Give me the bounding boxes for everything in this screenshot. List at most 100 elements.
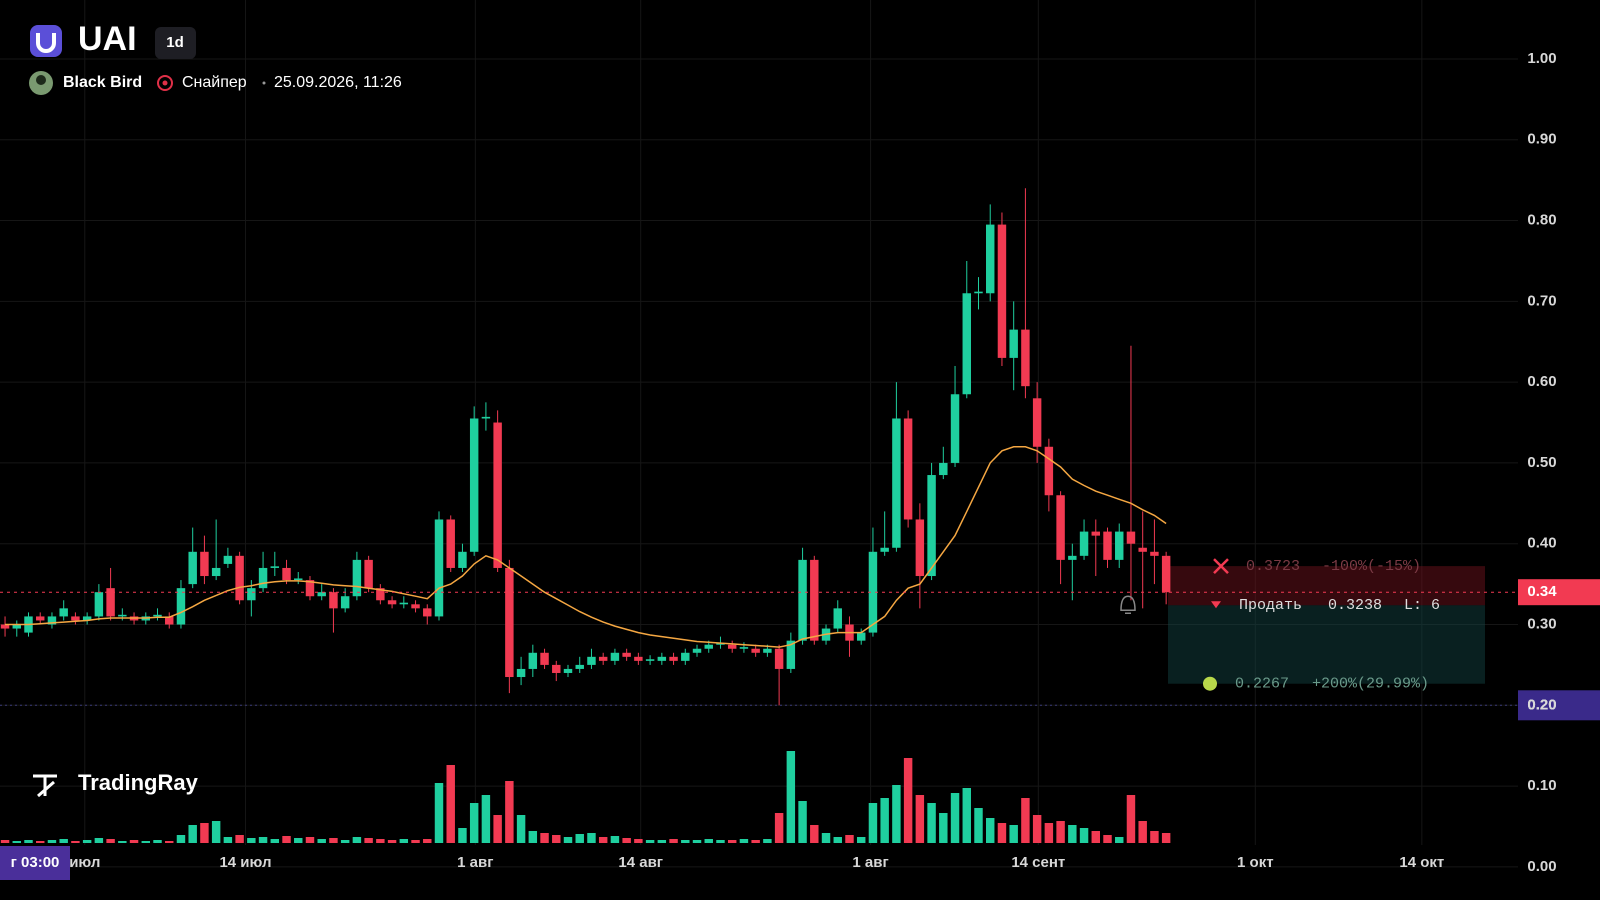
volume-bar (1115, 837, 1124, 843)
moving-average (5, 446, 1167, 648)
y-tick-label: 0.90 (1527, 131, 1556, 148)
volume-bar (845, 835, 854, 843)
brand: TradingRay (78, 770, 199, 795)
target-change: +200%(29.99%) (1312, 676, 1429, 693)
volume-bar (247, 838, 256, 843)
volume-bar (1079, 828, 1089, 843)
volume-bar (493, 815, 502, 843)
volume-bar (657, 840, 667, 843)
stop-price: 0.3723 (1246, 558, 1300, 575)
volume-bar (153, 840, 162, 843)
candle-body (540, 652, 549, 665)
candle-body (106, 588, 115, 617)
candle-body (317, 592, 326, 597)
candle-body (880, 547, 889, 552)
x-tick-label: 14 сент (1011, 854, 1065, 871)
y-tick-label: 0.40 (1527, 535, 1556, 552)
candle-body (1150, 551, 1159, 556)
volume-bar (856, 837, 866, 843)
volume-bar (399, 839, 409, 843)
candle-body (305, 580, 315, 597)
candle-body (962, 293, 971, 395)
volume-bar (927, 803, 936, 843)
volume-bar (188, 825, 197, 843)
candle-body (1103, 531, 1112, 560)
last-price-box (1518, 579, 1600, 606)
volume-bar (950, 793, 960, 843)
last-price-label: 0.34 (1527, 583, 1557, 600)
candle-body (1091, 531, 1101, 536)
candle-body (997, 224, 1007, 358)
candle-body (270, 566, 280, 568)
candle-body (364, 559, 373, 589)
volume-bar (622, 838, 631, 843)
strategy-icon-dot (162, 80, 168, 86)
volume-bar (669, 839, 678, 843)
candle-body (36, 616, 45, 621)
volume-bar (82, 840, 92, 843)
volume-bar (118, 841, 127, 843)
volume-bar (716, 840, 725, 843)
candle-body (516, 668, 526, 678)
candle-body (810, 559, 819, 641)
y-tick-label: 0.80 (1527, 212, 1556, 229)
candles (0, 188, 1171, 706)
candle-body (939, 462, 948, 476)
candle-body (986, 224, 995, 294)
candle-body (176, 588, 186, 625)
volume-bar (0, 840, 10, 843)
volume-bar (176, 835, 186, 843)
volume-bar (129, 840, 139, 843)
volume-bar (563, 837, 573, 843)
candle-body (727, 644, 737, 649)
volume-bar (610, 836, 620, 843)
candle-body (563, 668, 573, 673)
candle-body (634, 656, 643, 661)
candle-body (1138, 547, 1147, 552)
volume-bar (1056, 821, 1065, 843)
timestamp: 25.09.2026, 11:26 (274, 74, 402, 91)
volume-bar (552, 835, 561, 843)
candle-body (751, 648, 760, 653)
candle-body (71, 616, 80, 621)
candle-body (352, 559, 362, 597)
volume-bar (94, 838, 104, 843)
volume-bar (165, 841, 174, 843)
candle-body (118, 614, 127, 617)
candle-body (1068, 555, 1077, 560)
candle-body (763, 648, 772, 653)
volume-bar (1103, 835, 1112, 843)
symbol: UAI (78, 20, 137, 58)
interval[interactable]: 1d (166, 34, 184, 51)
candle-body (1115, 531, 1124, 560)
x-tick-label: 14 авг (618, 854, 663, 871)
author: Black Bird (63, 74, 142, 91)
candle-body (1056, 495, 1065, 560)
y-tick-label: 0.50 (1527, 454, 1556, 471)
volume-bar (645, 840, 655, 843)
candle-body (294, 578, 303, 581)
volume-bar (200, 823, 209, 843)
volume-bar (868, 803, 878, 843)
volume-bar (1161, 833, 1171, 843)
volume-bar (141, 841, 151, 843)
x-tick-label: 1 окт (1237, 854, 1274, 871)
volume-bar (411, 840, 420, 843)
candle-body (1161, 555, 1171, 593)
interval-badge[interactable] (155, 27, 196, 59)
candle-body (1079, 531, 1089, 556)
volume-bar (692, 840, 702, 843)
x-tick-label: 1 авг (457, 854, 493, 871)
candle-body (868, 551, 878, 633)
candle-body (903, 418, 913, 520)
candle-body (692, 648, 702, 653)
candle-body (739, 647, 749, 649)
volume-bar (575, 834, 584, 843)
volume-bar (505, 781, 514, 843)
volume-bar (12, 841, 21, 843)
candle-body (856, 632, 866, 641)
candle-body (399, 602, 409, 605)
volume-bar (833, 837, 842, 843)
target-icon (1203, 676, 1217, 691)
